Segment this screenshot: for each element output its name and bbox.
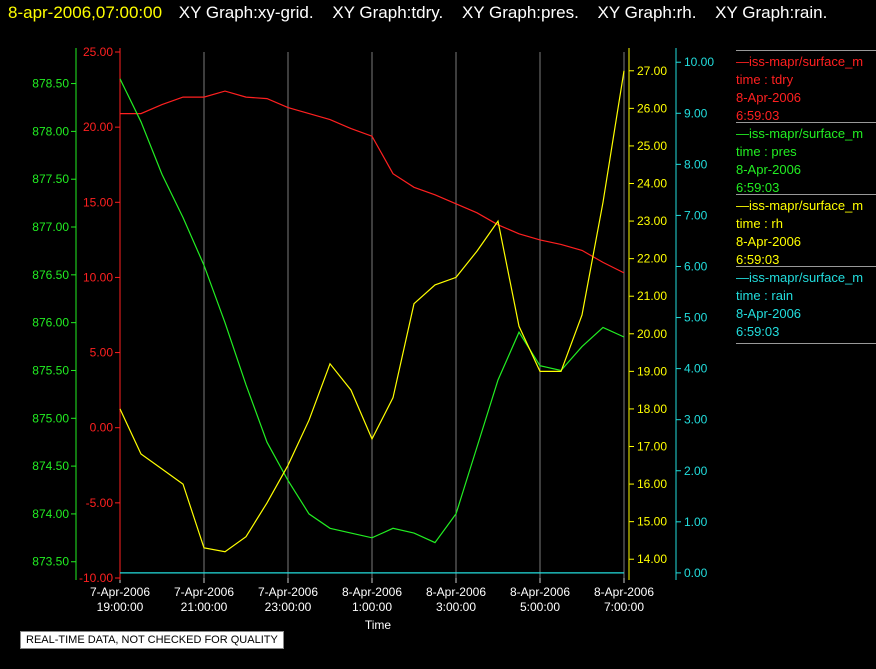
x-tick-label: 8-Apr-2006 bbox=[342, 585, 402, 599]
legend-time: 6:59:03 bbox=[736, 252, 780, 267]
y-tick-label-tdry: 25.00 bbox=[83, 45, 113, 59]
y-tick-label-pres: 873.50 bbox=[32, 555, 69, 569]
y-tick-label-rain: 10.00 bbox=[684, 55, 714, 69]
y-tick-label-rh: 17.00 bbox=[637, 440, 667, 454]
legend-source: —iss-mapr/surface_m bbox=[736, 270, 864, 285]
y-tick-label-rain: 7.00 bbox=[684, 208, 708, 222]
y-tick-label-pres: 876.00 bbox=[32, 316, 69, 330]
y-tick-label-rh: 22.00 bbox=[637, 252, 667, 266]
y-tick-label-rh: 19.00 bbox=[637, 364, 667, 378]
graph-label-rain: XY Graph:rain. bbox=[715, 3, 828, 22]
y-tick-label-rain: 0.00 bbox=[684, 566, 708, 580]
graph-label-xy-grid: XY Graph:xy-grid. bbox=[178, 3, 314, 22]
legend-source: —iss-mapr/surface_m bbox=[736, 54, 864, 69]
legend-entry-pres: —iss-mapr/surface_m time : pres 8-Apr-20… bbox=[736, 122, 876, 197]
y-tick-label-pres: 877.00 bbox=[32, 220, 69, 234]
y-tick-label-tdry: 20.00 bbox=[83, 120, 113, 134]
y-tick-label-rh: 24.00 bbox=[637, 177, 667, 191]
series-line-tdry bbox=[120, 90, 625, 274]
legend-entry-rain: —iss-mapr/surface_m time : rain 8-Apr-20… bbox=[736, 266, 876, 346]
legend-date: 8-Apr-2006 bbox=[736, 306, 802, 321]
legend-time: 6:59:03 bbox=[736, 180, 780, 195]
y-tick-label-pres: 875.50 bbox=[32, 363, 69, 377]
legend-field: time : pres bbox=[736, 144, 797, 159]
legend-entry-tdry: —iss-mapr/surface_m time : tdry 8-Apr-20… bbox=[736, 50, 876, 125]
x-tick-label: 23:00:00 bbox=[265, 600, 312, 614]
x-tick-label: 7-Apr-2006 bbox=[258, 585, 318, 599]
legend-entry-rh: —iss-mapr/surface_m time : rh 8-Apr-2006… bbox=[736, 194, 876, 269]
y-tick-label-rh: 16.00 bbox=[637, 477, 667, 491]
y-tick-label-rh: 15.00 bbox=[637, 515, 667, 529]
y-tick-label-pres: 875.00 bbox=[32, 411, 69, 425]
graph-label-tdry: XY Graph:tdry. bbox=[332, 3, 444, 22]
x-tick-label: 5:00:00 bbox=[520, 600, 560, 614]
quality-notice: REAL-TIME DATA, NOT CHECKED FOR QUALITY bbox=[20, 631, 284, 649]
y-tick-label-pres: 878.50 bbox=[32, 77, 69, 91]
graph-label-rh: XY Graph:rh. bbox=[597, 3, 697, 22]
y-tick-label-rh: 14.00 bbox=[637, 552, 667, 566]
chart-header: 8-apr-2006,07:00:00 XY Graph:xy-grid. XY… bbox=[8, 2, 841, 24]
y-tick-label-rh: 25.00 bbox=[637, 139, 667, 153]
y-tick-label-rh: 21.00 bbox=[637, 289, 667, 303]
x-tick-label: 8-Apr-2006 bbox=[510, 585, 570, 599]
x-tick-label: 19:00:00 bbox=[97, 600, 144, 614]
x-tick-label: 7:00:00 bbox=[604, 600, 644, 614]
legend-source: —iss-mapr/surface_m bbox=[736, 198, 864, 213]
y-tick-label-tdry: 0.00 bbox=[90, 421, 114, 435]
legend-field: time : rain bbox=[736, 288, 794, 303]
legend-date: 8-Apr-2006 bbox=[736, 162, 802, 177]
y-tick-label-rh: 27.00 bbox=[637, 64, 667, 78]
y-tick-label-tdry: -10.00 bbox=[79, 571, 113, 585]
x-tick-label: 8-Apr-2006 bbox=[594, 585, 654, 599]
x-tick-label: 1:00:00 bbox=[352, 600, 392, 614]
legend-field: time : rh bbox=[736, 216, 783, 231]
x-tick-label: 3:00:00 bbox=[436, 600, 476, 614]
y-tick-label-rain: 2.00 bbox=[684, 464, 708, 478]
graph-label-pres: XY Graph:pres. bbox=[461, 3, 579, 22]
y-tick-label-rain: 8.00 bbox=[684, 157, 708, 171]
y-tick-label-pres: 874.00 bbox=[32, 507, 69, 521]
y-tick-label-rain: 1.00 bbox=[684, 515, 708, 529]
y-tick-label-rh: 18.00 bbox=[637, 402, 667, 416]
legend-field: time : tdry bbox=[736, 72, 794, 87]
legend-time: 6:59:03 bbox=[736, 108, 780, 123]
x-axis-label: Time bbox=[365, 618, 392, 632]
timestamp: 8-apr-2006,07:00:00 bbox=[8, 3, 163, 22]
x-tick-label: 21:00:00 bbox=[181, 600, 228, 614]
y-tick-label-pres: 874.50 bbox=[32, 459, 69, 473]
y-tick-label-rain: 5.00 bbox=[684, 311, 708, 325]
series-line-rh bbox=[119, 70, 625, 553]
series-line-pres bbox=[119, 78, 625, 544]
y-tick-label-pres: 876.50 bbox=[32, 268, 69, 282]
y-tick-label-rain: 4.00 bbox=[684, 362, 708, 376]
y-tick-label-tdry: 10.00 bbox=[83, 270, 113, 284]
y-tick-label-rain: 9.00 bbox=[684, 106, 708, 120]
legend-date: 8-Apr-2006 bbox=[736, 90, 802, 105]
y-tick-label-rain: 3.00 bbox=[684, 413, 708, 427]
legend-time: 6:59:03 bbox=[736, 324, 780, 339]
y-tick-label-rh: 23.00 bbox=[637, 214, 667, 228]
y-tick-label-pres: 877.50 bbox=[32, 172, 69, 186]
y-tick-label-tdry: 15.00 bbox=[83, 195, 113, 209]
x-tick-label: 8-Apr-2006 bbox=[426, 585, 486, 599]
y-tick-label-rh: 20.00 bbox=[637, 327, 667, 341]
x-tick-label: 7-Apr-2006 bbox=[90, 585, 150, 599]
y-tick-label-tdry: 5.00 bbox=[90, 346, 114, 360]
y-tick-label-pres: 878.00 bbox=[32, 124, 69, 138]
legend-source: —iss-mapr/surface_m bbox=[736, 126, 864, 141]
y-tick-label-tdry: -5.00 bbox=[86, 496, 114, 510]
y-tick-label-rain: 6.00 bbox=[684, 259, 708, 273]
legend-date: 8-Apr-2006 bbox=[736, 234, 802, 249]
y-tick-label-rh: 26.00 bbox=[637, 101, 667, 115]
x-tick-label: 7-Apr-2006 bbox=[174, 585, 234, 599]
